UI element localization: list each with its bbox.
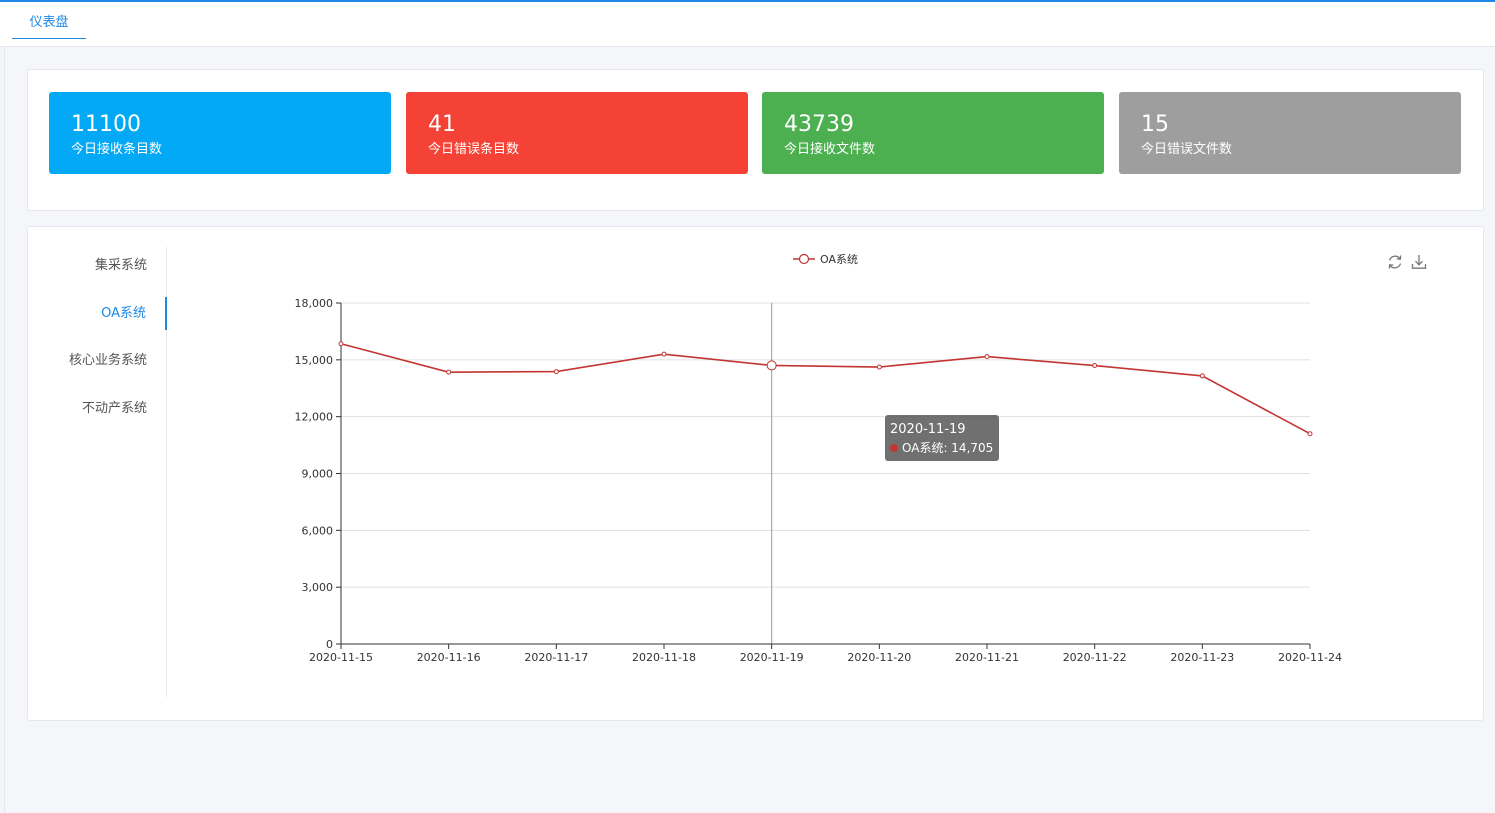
system-item-jicai[interactable]: 集采系统 [94, 258, 147, 273]
x-tick-label: 2020-11-15 [309, 651, 373, 664]
stat-card-received-items: 11100 今日接收条目数 [49, 92, 391, 174]
download-icon[interactable] [1409, 252, 1429, 272]
data-point[interactable] [1092, 363, 1098, 369]
top-bar: 仪表盘 [0, 0, 1495, 47]
x-tick-label: 2020-11-16 [417, 651, 481, 664]
system-item-core-business[interactable]: 核心业务系统 [68, 353, 147, 368]
data-point[interactable] [876, 364, 882, 370]
data-point[interactable] [338, 341, 344, 347]
system-item-oa[interactable]: OA系统 [28, 297, 167, 330]
x-tick-label: 2020-11-21 [955, 651, 1019, 664]
left-border [4, 47, 5, 813]
x-tick-label: 2020-11-18 [632, 651, 696, 664]
data-point[interactable] [1307, 431, 1313, 437]
tooltip [885, 415, 999, 461]
legend-label[interactable]: OA系统 [820, 253, 858, 266]
data-point[interactable] [661, 351, 667, 357]
data-point[interactable] [446, 369, 452, 375]
line-chart: 0 3,000 6,000 9,000 12,000 15,000 18,000 2020-1… [295, 253, 1342, 664]
stat-value: 41 [428, 112, 456, 137]
y-tick-label: 6,000 [302, 524, 334, 537]
tooltip-value: OA系统: 14,705 [902, 441, 993, 455]
stat-card-error-items: 41 今日错误条目数 [406, 92, 748, 174]
y-tick-label: 12,000 [295, 411, 334, 424]
data-point[interactable] [984, 354, 990, 360]
y-tick-label: 18,000 [295, 297, 334, 310]
tab-dashboard[interactable]: 仪表盘 [12, 2, 86, 39]
chart-panel: 集采系统 OA系统 核心业务系统 不动产系统 0 3,000 6,000 9,000 1… [27, 226, 1484, 721]
x-tick-label: 2020-11-17 [524, 651, 588, 664]
stat-value: 43739 [784, 112, 854, 137]
legend-marker [798, 253, 810, 265]
system-nav: 集采系统 OA系统 核心业务系统 不动产系统 [28, 247, 167, 697]
x-tick-label: 2020-11-22 [1063, 651, 1127, 664]
stat-label: 今日接收条目数 [71, 142, 163, 157]
y-tick-label: 15,000 [295, 354, 334, 367]
tooltip-title: 2020-11-19 [890, 422, 966, 437]
stat-label: 今日错误条目数 [428, 142, 520, 157]
stat-label: 今日错误文件数 [1141, 142, 1233, 157]
y-tick-label: 9,000 [302, 468, 334, 481]
series-line-oa [340, 342, 1311, 435]
data-point[interactable] [553, 369, 559, 375]
stat-value: 15 [1141, 112, 1169, 137]
refresh-icon[interactable] [1385, 252, 1405, 272]
x-tick-label: 2020-11-19 [740, 651, 804, 664]
y-tick-label: 3,000 [302, 581, 334, 594]
stat-card-error-files: 15 今日错误文件数 [1119, 92, 1461, 174]
system-item-real-estate[interactable]: 不动产系统 [81, 401, 147, 416]
data-point[interactable] [1199, 373, 1205, 379]
y-tick-label: 0 [326, 638, 333, 651]
x-tick-label: 2020-11-23 [1170, 651, 1234, 664]
stat-value: 11100 [71, 112, 141, 137]
stat-label: 今日接收文件数 [784, 142, 876, 157]
stats-panel: 11100 今日接收条目数 41 今日错误条目数 43739 今日接收文件数 1… [27, 69, 1484, 211]
tooltip-marker [890, 444, 898, 452]
stat-card-received-files: 43739 今日接收文件数 [762, 92, 1104, 174]
x-tick-label: 2020-11-24 [1278, 651, 1342, 664]
data-point[interactable] [766, 360, 777, 371]
x-tick-label: 2020-11-20 [847, 651, 911, 664]
